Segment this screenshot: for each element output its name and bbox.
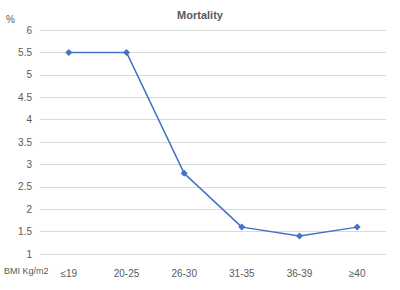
svg-text:31-35: 31-35 bbox=[229, 268, 255, 279]
svg-text:4.5: 4.5 bbox=[18, 92, 32, 103]
svg-text:20-25: 20-25 bbox=[114, 268, 140, 279]
svg-text:36-39: 36-39 bbox=[287, 268, 313, 279]
svg-text:4: 4 bbox=[26, 114, 32, 125]
svg-text:5.5: 5.5 bbox=[18, 47, 32, 58]
svg-text:6: 6 bbox=[26, 25, 32, 36]
svg-text:2.5: 2.5 bbox=[18, 181, 32, 192]
svg-text:≥40: ≥40 bbox=[349, 268, 366, 279]
svg-text:1: 1 bbox=[26, 249, 32, 260]
svg-text:3: 3 bbox=[26, 159, 32, 170]
svg-text:1.5: 1.5 bbox=[18, 226, 32, 237]
svg-text:2: 2 bbox=[26, 204, 32, 215]
svg-text:≤19: ≤19 bbox=[61, 268, 78, 279]
svg-text:26-30: 26-30 bbox=[171, 268, 197, 279]
svg-text:%: % bbox=[6, 14, 15, 25]
svg-text:Mortality: Mortality bbox=[177, 9, 224, 21]
svg-text:5: 5 bbox=[26, 69, 32, 80]
svg-text:3.5: 3.5 bbox=[18, 137, 32, 148]
svg-text:BMI Kg/m2: BMI Kg/m2 bbox=[4, 266, 49, 276]
